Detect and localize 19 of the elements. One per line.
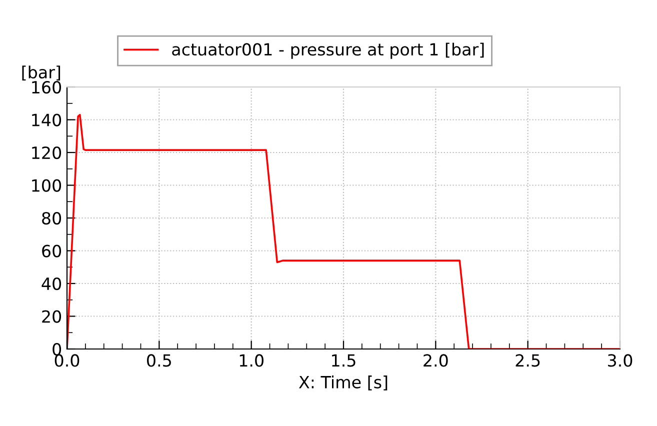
y-tick-label: 80	[42, 212, 62, 225]
y-tick-label: 160	[32, 80, 62, 94]
y-tick-label: 60	[42, 244, 62, 258]
x-tick-label: 0.0	[54, 354, 80, 367]
y-tick-label: 40	[42, 277, 62, 290]
legend-label: actuator001 - pressure at port 1 [bar]	[172, 42, 484, 59]
x-tick-label: 0.5	[147, 354, 171, 367]
x-tick-label: 2.5	[516, 354, 540, 367]
y-tick-label: 100	[32, 179, 62, 192]
y-axis-title: [bar]	[22, 66, 60, 80]
x-tick-label: 1.5	[332, 354, 356, 367]
x-axis-title: X: Time [s]	[298, 376, 388, 390]
y-tick-label: 140	[32, 114, 62, 126]
y-tick-label: 0	[52, 342, 62, 356]
x-tick-label: 1.0	[240, 354, 264, 367]
x-tick-label: 3.0	[608, 354, 632, 367]
x-tick-label: 2.0	[424, 354, 448, 367]
y-tick-label: 20	[42, 310, 62, 323]
y-tick-label: 120	[32, 146, 62, 160]
